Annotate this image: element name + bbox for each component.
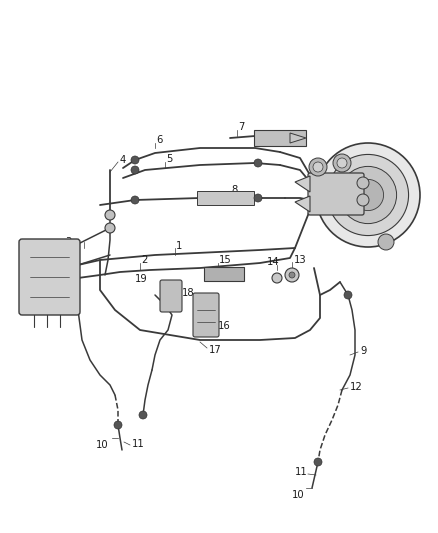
Circle shape bbox=[131, 196, 139, 204]
Circle shape bbox=[139, 411, 147, 419]
Polygon shape bbox=[295, 176, 310, 192]
FancyBboxPatch shape bbox=[308, 173, 364, 215]
Circle shape bbox=[254, 159, 262, 167]
Circle shape bbox=[131, 156, 139, 164]
Circle shape bbox=[344, 291, 352, 299]
Text: 12: 12 bbox=[350, 382, 363, 392]
Text: 11: 11 bbox=[132, 439, 145, 449]
FancyBboxPatch shape bbox=[19, 239, 80, 315]
Circle shape bbox=[328, 155, 409, 236]
Circle shape bbox=[114, 421, 122, 429]
FancyBboxPatch shape bbox=[254, 130, 306, 146]
Text: 6: 6 bbox=[156, 135, 162, 145]
Text: 4: 4 bbox=[120, 155, 126, 165]
Circle shape bbox=[309, 158, 327, 176]
Circle shape bbox=[378, 234, 394, 250]
Text: 16: 16 bbox=[218, 321, 231, 331]
Text: 17: 17 bbox=[209, 345, 222, 355]
Text: 10: 10 bbox=[292, 490, 304, 500]
Circle shape bbox=[316, 143, 420, 247]
Circle shape bbox=[313, 162, 323, 172]
Text: 10: 10 bbox=[96, 440, 109, 450]
Circle shape bbox=[339, 166, 396, 224]
Circle shape bbox=[357, 194, 369, 206]
Text: 3: 3 bbox=[66, 237, 72, 247]
FancyBboxPatch shape bbox=[193, 293, 219, 337]
FancyBboxPatch shape bbox=[160, 280, 182, 312]
Circle shape bbox=[285, 268, 299, 282]
Circle shape bbox=[272, 273, 282, 283]
Circle shape bbox=[353, 180, 384, 211]
Text: 5: 5 bbox=[166, 154, 173, 164]
Text: 15: 15 bbox=[219, 255, 232, 265]
Text: 19: 19 bbox=[135, 274, 148, 284]
Polygon shape bbox=[290, 133, 306, 143]
Polygon shape bbox=[295, 196, 310, 212]
FancyBboxPatch shape bbox=[197, 191, 254, 205]
Circle shape bbox=[357, 177, 369, 189]
Text: 1: 1 bbox=[176, 241, 182, 251]
Text: 13: 13 bbox=[294, 255, 307, 265]
Circle shape bbox=[105, 210, 115, 220]
Circle shape bbox=[333, 154, 351, 172]
Circle shape bbox=[314, 458, 322, 466]
Circle shape bbox=[105, 223, 115, 233]
Text: 11: 11 bbox=[295, 467, 308, 477]
Text: 14: 14 bbox=[267, 257, 279, 267]
Text: 8: 8 bbox=[231, 185, 237, 195]
FancyBboxPatch shape bbox=[204, 267, 244, 281]
Circle shape bbox=[289, 272, 295, 278]
Circle shape bbox=[337, 158, 347, 168]
Text: 9: 9 bbox=[360, 346, 366, 356]
Circle shape bbox=[131, 166, 139, 174]
Circle shape bbox=[254, 194, 262, 202]
Text: 7: 7 bbox=[238, 122, 244, 132]
Text: 2: 2 bbox=[141, 255, 147, 265]
Text: 18: 18 bbox=[182, 288, 194, 298]
